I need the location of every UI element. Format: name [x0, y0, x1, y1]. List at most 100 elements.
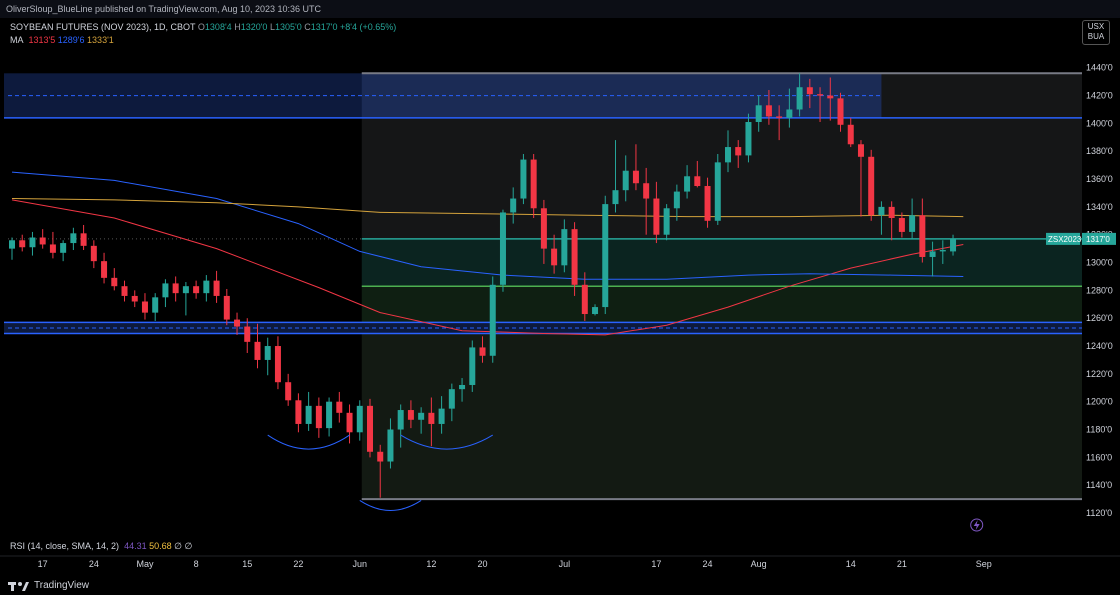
candle-body[interactable]: [551, 248, 558, 266]
candle-body[interactable]: [469, 347, 476, 385]
candle-body[interactable]: [315, 405, 322, 429]
candle-body[interactable]: [244, 326, 251, 342]
candle-body[interactable]: [632, 170, 639, 184]
candle-body[interactable]: [305, 405, 312, 424]
candle-body[interactable]: [9, 240, 15, 249]
candle-body[interactable]: [285, 382, 292, 401]
candle-body[interactable]: [581, 284, 588, 315]
candle-body[interactable]: [827, 95, 834, 99]
candle-body[interactable]: [274, 346, 281, 383]
candle-body[interactable]: [223, 295, 230, 320]
candle-body[interactable]: [254, 341, 261, 360]
moving-average-2[interactable]: [11, 198, 964, 218]
candle-body[interactable]: [612, 190, 619, 205]
candle-body[interactable]: [909, 215, 916, 232]
candle-body[interactable]: [459, 384, 466, 390]
tradingview-logo[interactable]: TradingView: [8, 576, 89, 595]
ma-label[interactable]: MA: [10, 35, 24, 45]
candle-body[interactable]: [704, 186, 711, 221]
candle-body[interactable]: [162, 283, 169, 298]
candle-body[interactable]: [530, 159, 537, 209]
candle-body[interactable]: [346, 412, 353, 433]
candle-body[interactable]: [418, 412, 425, 420]
candle-body[interactable]: [121, 286, 128, 296]
candle-body[interactable]: [438, 408, 445, 424]
candle-body[interactable]: [622, 170, 629, 191]
event-marker-icon[interactable]: [970, 518, 984, 532]
candle-body[interactable]: [806, 87, 813, 95]
candle-body[interactable]: [898, 218, 905, 232]
candle-body[interactable]: [19, 240, 26, 248]
candle-body[interactable]: [847, 124, 854, 145]
candle-body[interactable]: [39, 237, 46, 245]
price-tag-value-box[interactable]: [1082, 232, 1116, 245]
candle-body[interactable]: [653, 198, 660, 235]
candle-body[interactable]: [336, 401, 343, 413]
currency-unit-button[interactable]: USX BUA: [1082, 20, 1110, 45]
candle-body[interactable]: [817, 94, 824, 96]
candle-body[interactable]: [725, 147, 731, 163]
price-chart[interactable]: 1440'0 1420'0 1400'0 1380'0 1360'0 1340'0 1320…: [0, 18, 1120, 576]
candle-body[interactable]: [377, 451, 384, 462]
candle-body[interactable]: [101, 261, 108, 278]
candle-body[interactable]: [387, 429, 394, 462]
candle-body[interactable]: [663, 208, 670, 235]
candle-body[interactable]: [295, 400, 302, 424]
candle-body[interactable]: [929, 251, 936, 257]
candle-body[interactable]: [561, 229, 568, 266]
candle-body[interactable]: [878, 206, 885, 216]
candle-body[interactable]: [765, 105, 772, 117]
candle-body[interactable]: [888, 206, 895, 219]
candle-body[interactable]: [131, 295, 138, 302]
candle-body[interactable]: [857, 144, 864, 157]
candle-body[interactable]: [448, 389, 455, 409]
candle-body[interactable]: [428, 412, 435, 424]
candle-body[interactable]: [520, 159, 527, 199]
candle-body[interactable]: [152, 297, 159, 313]
candle-body[interactable]: [326, 401, 333, 429]
candle-body[interactable]: [837, 98, 844, 125]
candle-body[interactable]: [182, 286, 189, 294]
candle-body[interactable]: [356, 405, 363, 433]
candle-body[interactable]: [60, 243, 67, 253]
moving-average-0[interactable]: [11, 199, 964, 336]
candle-body[interactable]: [776, 116, 783, 118]
candle-body[interactable]: [407, 410, 414, 420]
candle-body[interactable]: [694, 176, 701, 187]
candle-body[interactable]: [919, 215, 926, 257]
candle-body[interactable]: [786, 109, 793, 118]
candle-body[interactable]: [203, 280, 210, 294]
candle-body[interactable]: [70, 233, 77, 244]
candle-body[interactable]: [172, 283, 179, 294]
candle-body[interactable]: [397, 410, 404, 430]
candle-body[interactable]: [141, 301, 148, 313]
candle-body[interactable]: [499, 212, 506, 285]
candle-body[interactable]: [643, 183, 650, 199]
candle-body[interactable]: [592, 307, 599, 315]
candle-body[interactable]: [755, 105, 762, 123]
candle-body[interactable]: [939, 250, 946, 252]
candle-body[interactable]: [264, 346, 271, 360]
candle-body[interactable]: [540, 208, 547, 249]
price-tag-symbol-box[interactable]: [1046, 232, 1080, 245]
candle-body[interactable]: [510, 198, 517, 213]
candle-body[interactable]: [49, 244, 56, 253]
candle-body[interactable]: [489, 284, 496, 356]
rsi-label[interactable]: RSI (14, close, SMA, 14, 2): [10, 541, 120, 551]
candle-body[interactable]: [193, 286, 200, 294]
candle-body[interactable]: [950, 238, 957, 252]
candle-body[interactable]: [367, 405, 373, 452]
candle-body[interactable]: [602, 204, 609, 308]
candle-body[interactable]: [234, 319, 241, 327]
candle-body[interactable]: [80, 233, 87, 246]
candle-body[interactable]: [796, 87, 803, 110]
candle-body[interactable]: [29, 237, 36, 248]
candle-body[interactable]: [735, 147, 742, 156]
candle-body[interactable]: [714, 162, 721, 221]
candle-body[interactable]: [111, 277, 118, 287]
candle-body[interactable]: [213, 280, 220, 296]
candle-body[interactable]: [571, 229, 578, 285]
candle-body[interactable]: [868, 156, 875, 216]
candle-body[interactable]: [745, 122, 752, 156]
symbol-title[interactable]: SOYBEAN FUTURES (NOV 2023), 1D, CBOT: [10, 22, 196, 32]
